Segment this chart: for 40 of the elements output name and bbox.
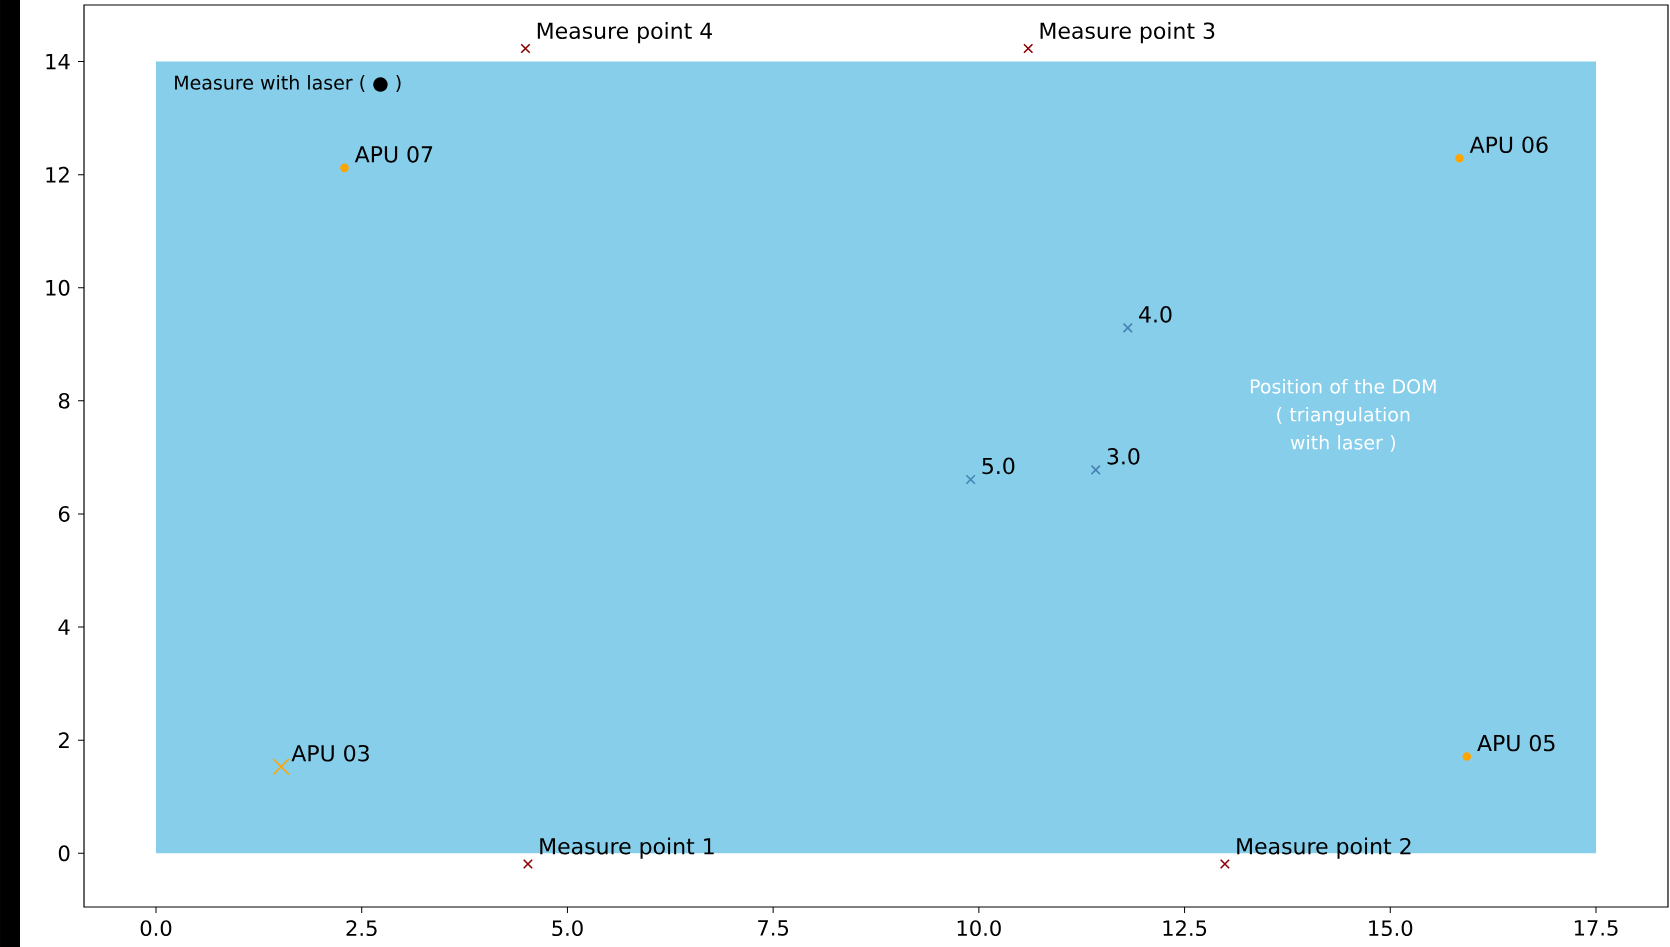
y-tick-label: 2 [58, 732, 69, 748]
annotation: APU 06 [1469, 136, 1548, 154]
x-tick-label: 10.0 [957, 920, 1001, 937]
annotation: 5.0 [982, 457, 1015, 475]
point [340, 163, 349, 173]
annotation: Measure point 1 [540, 837, 714, 859]
x-tick-label: 5.0 [552, 920, 583, 937]
y-tick-label: 10 [46, 279, 70, 296]
x-tick-label: 12.5 [1163, 920, 1207, 937]
y-tick-label: 6 [58, 506, 70, 522]
y-tick-label: 0 [58, 845, 70, 862]
annotation: APU 07 [354, 146, 433, 163]
point [1219, 858, 1230, 870]
x-tick-label: 17.5 [1574, 920, 1618, 936]
annotation: 3.0 [1107, 448, 1140, 465]
point [1023, 43, 1034, 54]
x-tick-label: 15.0 [1369, 920, 1413, 937]
point [1090, 464, 1101, 475]
point [965, 474, 976, 485]
point [1462, 752, 1472, 761]
annotation: 4.0 [1139, 306, 1172, 323]
x-tick-label: 0.0 [140, 920, 172, 937]
annotation: Position of the DOM ( triangulation with laser ) [1250, 378, 1436, 452]
x-tick-label: 7.5 [758, 920, 789, 936]
point [1122, 322, 1133, 333]
annotation: APU 03 [291, 744, 369, 762]
annotation: Measure point 3 [1040, 22, 1215, 44]
point [272, 758, 290, 776]
y-tick-label: 12 [46, 166, 69, 183]
point [520, 43, 531, 54]
x-tick-label: 2.5 [346, 920, 377, 937]
annotation: Measure point 4 [537, 22, 713, 44]
y-tick-label: 4 [58, 619, 70, 635]
point [1455, 153, 1464, 163]
point [522, 858, 533, 870]
annotation: Measure with laser ( ● ) [175, 75, 401, 93]
y-tick-label: 14 [46, 53, 70, 70]
y-tick-label: 8 [58, 392, 70, 409]
annotation: APU 05 [1477, 734, 1555, 752]
annotation: Measure point 2 [1237, 837, 1411, 859]
